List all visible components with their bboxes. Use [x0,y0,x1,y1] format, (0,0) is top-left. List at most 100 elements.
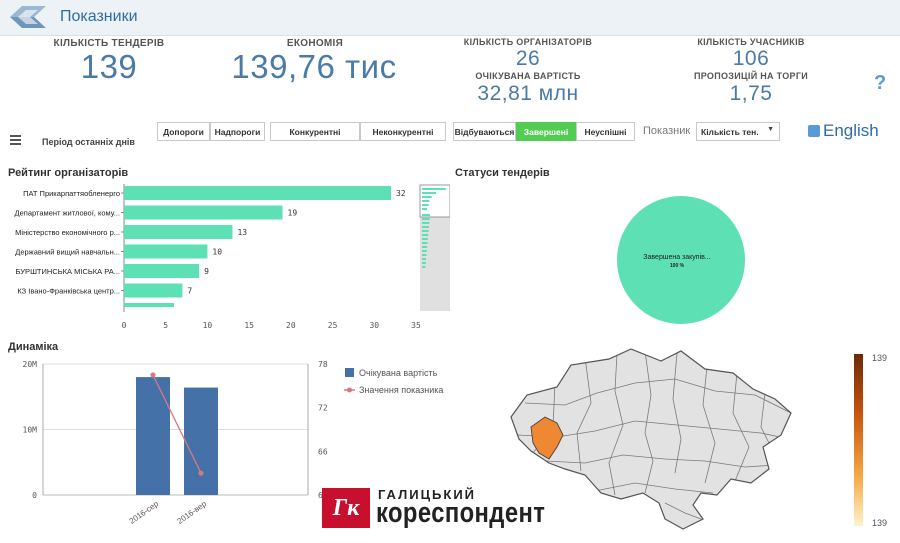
pie-slice-percent: 100 % [670,263,685,269]
scrollbar-preview-bar [422,200,430,202]
kpi-tenders-label: КІЛЬКІСТЬ ТЕНДЕРІВ [53,38,165,49]
bar[interactable] [124,244,208,259]
chart-scrollbar[interactable] [419,184,450,311]
bar-value-label: 19 [288,209,298,218]
menu-icon[interactable] [10,135,21,145]
scrollbar-preview [422,188,446,268]
kpi-participants-value: 106 [732,47,770,70]
app-logo-icon [10,6,46,28]
watermark-logo: Гк ГАЛИЦЬКИЙ кореспондент [322,486,584,530]
scrollbar-preview-bar [422,218,430,220]
x-tick-label: 5 [163,321,168,330]
x-tick-label: 20 [286,321,296,330]
category-label: Міністерство економічного р... [15,228,120,237]
language-label: English [823,121,879,140]
indicator-select-value: Кількість тен. [701,126,759,137]
bar[interactable] [124,225,233,239]
scrollbar-preview-bar [422,214,430,216]
bar-value-label: 13 [237,228,247,237]
kpi-savings-value: 139,76 тис [231,48,397,85]
scrollbar-preview-bar [422,254,427,256]
organizers-bar-chart: 0 5 10 15 20 25 30 35 32 ПАТ Прикарпаттяобленерг… [15,184,450,330]
bar[interactable] [124,264,200,278]
bar[interactable] [124,283,183,298]
bar[interactable] [124,205,283,220]
legend-min-label: 139 [872,518,887,528]
y-right-tick-label: 72 [318,404,328,413]
scrollbar-preview-bar [422,222,430,224]
y-left-tick-label: 10M [23,426,38,435]
x-tick-label: 30 [369,321,379,330]
kpi-participants-label: КІЛЬКІСТЬ УЧАСНИКІВ [697,37,805,47]
scrollbar-preview-bar [422,246,428,248]
filter-below-threshold-button[interactable]: Допороги [157,122,210,141]
y-right-tick-label: 66 [318,447,328,456]
filter-above-threshold-button[interactable]: Надпороги [210,122,265,141]
brand-mark-icon: Гк [322,488,370,528]
ukraine-map [510,348,792,530]
dynamics-title: Динаміка [8,341,59,353]
y-right-tick-label: 78 [318,360,328,369]
scrollbar-preview-bar [422,204,429,206]
scrollbar-preview-bar [422,188,446,190]
map-region-ivano-frankivsk[interactable] [530,416,564,460]
legend-gradient-bar [854,354,863,526]
brand-line1: ГАЛИЦЬКИЙ [378,487,477,502]
scrollbar-preview-bar [422,266,426,268]
scrollbar-preview-bar [422,262,426,264]
scrollbar-preview-bar [422,196,432,198]
scrollbar-preview-bar [422,208,428,210]
bar-value-label: 9 [204,267,209,276]
top-bar: Показники [0,0,900,36]
bar[interactable] [124,186,391,200]
legend-bar-label: Очікувана вартість [359,368,438,378]
kpi-expected-label: ОЧІКУВАНА ВАРТІСТЬ [475,71,581,81]
filter-in-progress-button[interactable]: Відбуваються [453,122,516,141]
dynamics-bar[interactable] [136,377,170,495]
y-left-tick-label: 0 [32,491,37,500]
filter-unsuccessful-button[interactable]: Неуспішні [576,122,635,141]
bar-value-label: 7 [187,287,192,296]
scrollbar-preview-bar [422,238,428,240]
indicator-line [152,374,202,474]
dynamics-bar[interactable] [184,387,218,495]
scrollbar-preview-bar [422,234,429,236]
statuses-pie-chart: Завершена закупів... 100 % [617,196,745,324]
brand-line2: кореспондент [376,497,546,529]
chevron-down-icon: ▼ [767,126,774,133]
x-tick-label: 2016-вер [176,499,209,526]
bar-value-label: 10 [212,248,222,257]
legend-line-label: Значення показника [359,385,443,395]
indicator-select[interactable]: Кількість тен. ▼ [696,122,780,141]
category-label: ПАТ Прикарпаттяобленерго [23,189,120,198]
indicator-point[interactable] [150,372,156,378]
pie-slice-label: Завершена закупів... [643,253,710,261]
filter-competitive-button[interactable]: Конкурентні [270,122,360,141]
y-left-tick-label: 20M [23,360,38,369]
category-label: Департамент житлової, кому... [15,209,120,218]
pie-slice-completed[interactable] [617,196,745,324]
kpi-savings-label: ЕКОНОМІЯ [286,38,344,49]
indicator-point[interactable] [198,470,204,476]
period-label[interactable]: Період останніх днів [42,137,135,147]
bar-partial [124,303,174,307]
app-title: Показники [60,8,138,25]
kpi-bids-value: 1,75 [729,82,773,105]
kpi-expected-value: 32,81 млн [477,82,579,105]
filter-noncompetitive-button[interactable]: Неконкурентні [360,122,446,141]
language-switch[interactable]: English [808,121,879,141]
map-legend: 139 139 [854,353,887,528]
filter-completed-button[interactable]: Завершені [516,122,576,141]
x-tick-label: 25 [328,321,338,330]
tender-statuses-title: Статуси тендерів [455,167,550,179]
legend-line-marker [347,387,352,393]
dynamics-legend: Очікувана вартість Значення показника [344,368,443,395]
kpi-bids-label: ПРОПОЗИЦІЙ НА ТОРГИ [693,71,809,81]
category-label: Державний вищий навчальн... [15,248,120,257]
scrollbar-preview-bar [422,192,437,194]
help-icon[interactable]: ? [874,72,887,94]
x-tick-label: 10 [203,321,213,330]
category-label: КЗ Івано-Франківська центр... [17,287,120,296]
legend-max-label: 139 [872,353,887,363]
